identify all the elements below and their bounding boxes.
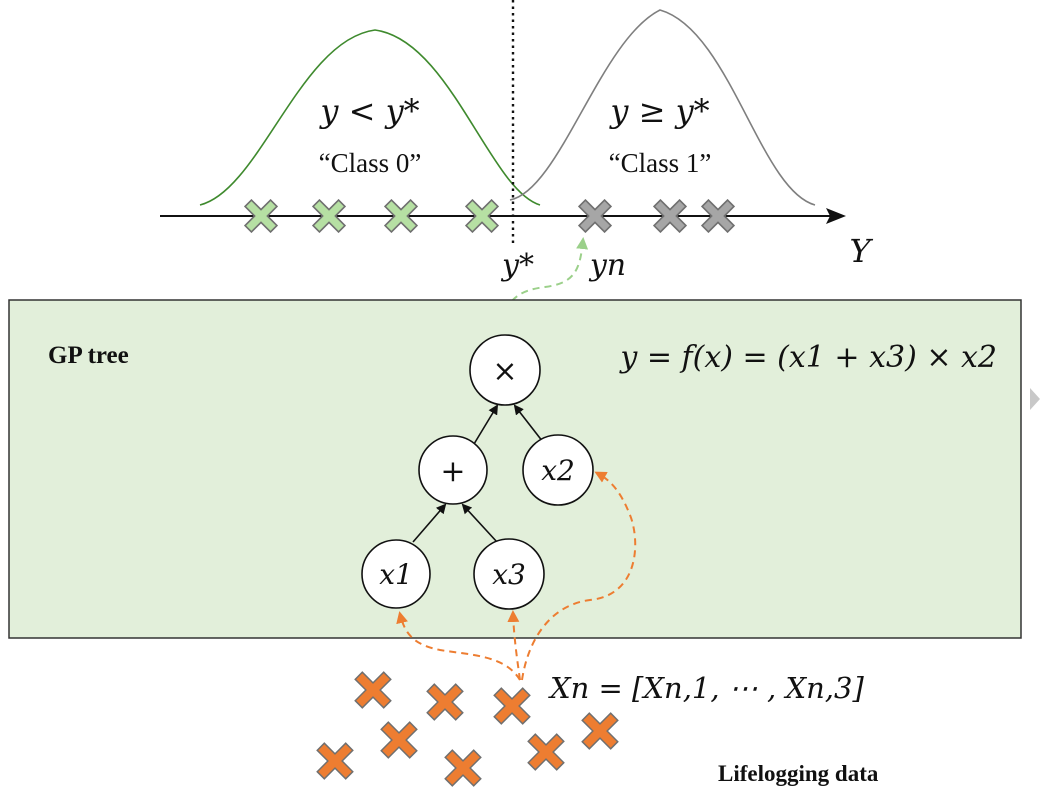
data-sample-marker <box>426 683 464 721</box>
edge-x2-to-root <box>513 404 544 443</box>
input-arrows <box>396 471 637 681</box>
data-caption: Lifelogging data <box>718 761 879 786</box>
class0-name: “Class 0” <box>319 148 422 178</box>
edge-x3-to-plus <box>461 503 498 543</box>
gp-tree-title: GP tree <box>48 342 129 369</box>
edge-plus-to-root <box>473 404 499 445</box>
y-axis-arrowhead <box>826 208 846 224</box>
x3-variable: x3 <box>492 558 526 591</box>
data-sample-marker <box>493 687 531 725</box>
data-sample-marker <box>380 721 418 759</box>
data-sample-marker <box>581 712 619 750</box>
tree-node-x1: x1 <box>361 539 431 609</box>
class1-condition: y ≥ y* <box>608 92 709 130</box>
data-sample-marker <box>316 742 354 780</box>
tree-node-x2: x2 <box>522 434 594 506</box>
input-arrow-x3 <box>507 610 521 681</box>
data-sample-marker <box>354 671 392 709</box>
data-vector-label: Xn = [Xn,1, ⋯ , Xn,3] <box>548 671 864 705</box>
input-arrow-x2 <box>521 471 637 681</box>
plus-operator: + <box>440 454 465 489</box>
x1-variable: x1 <box>379 558 413 591</box>
class0-distribution-curve <box>199 29 541 206</box>
class1-name: “Class 1” <box>609 148 712 178</box>
tree-node-x3: x3 <box>473 538 545 610</box>
data-sample-marker <box>527 733 565 771</box>
sample-y-label: yn <box>588 248 626 283</box>
x2-variable: x2 <box>541 454 575 487</box>
tree-node-root: × <box>469 334 541 406</box>
class0-condition: y < y* <box>318 92 419 130</box>
threshold-label: y* <box>500 248 534 283</box>
next-arrow-icon <box>1030 388 1040 410</box>
root-operator: × <box>492 354 517 389</box>
tree-edges <box>412 404 544 543</box>
input-arrow-x1 <box>396 611 521 681</box>
class1-distribution-curve <box>509 9 816 206</box>
tree-node-plus: + <box>418 435 488 505</box>
data-sample-marker <box>444 749 482 787</box>
y-axis-label: Y <box>849 232 873 270</box>
gp-formula: y = f(x) = (x1 + x3) × x2 <box>618 340 997 375</box>
edge-x1-to-plus <box>412 503 447 543</box>
